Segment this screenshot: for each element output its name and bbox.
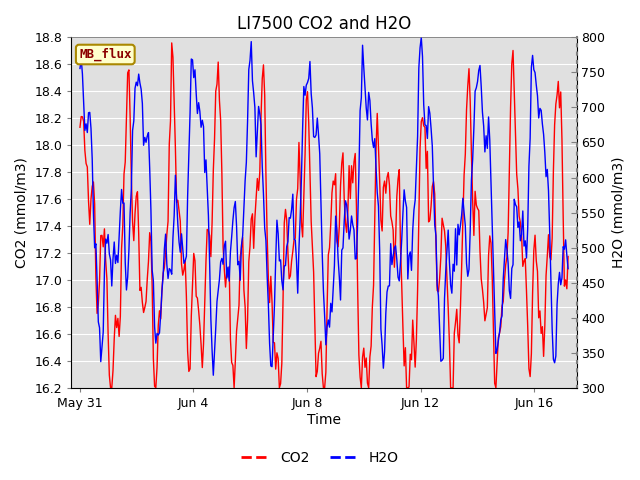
Legend: CO2, H2O: CO2, H2O — [236, 445, 404, 471]
Y-axis label: H2O (mmol/m3): H2O (mmol/m3) — [611, 157, 625, 268]
Text: MB_flux: MB_flux — [79, 48, 132, 61]
X-axis label: Time: Time — [307, 413, 341, 427]
Y-axis label: CO2 (mmol/m3): CO2 (mmol/m3) — [15, 157, 29, 268]
Title: LI7500 CO2 and H2O: LI7500 CO2 and H2O — [237, 15, 411, 33]
